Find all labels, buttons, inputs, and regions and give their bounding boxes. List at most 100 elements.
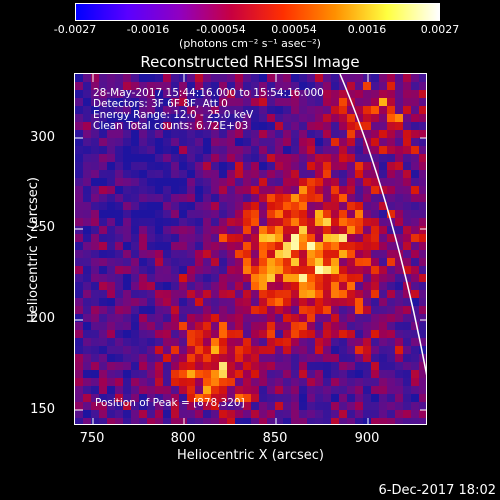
image-pixel [227, 258, 235, 266]
image-pixel [283, 242, 291, 250]
image-pixel [419, 354, 426, 362]
image-pixel [203, 274, 211, 282]
image-pixel [291, 394, 299, 402]
image-pixel [179, 202, 187, 210]
image-pixel [131, 378, 139, 386]
image-pixel [403, 386, 411, 394]
image-pixel [307, 314, 315, 322]
image-pixel [115, 74, 123, 82]
image-pixel [91, 314, 99, 322]
image-pixel [323, 234, 331, 242]
image-pixel [363, 362, 371, 370]
image-pixel [379, 242, 387, 250]
image-pixel [419, 74, 426, 82]
image-pixel [179, 82, 187, 90]
image-pixel [267, 226, 275, 234]
image-pixel [379, 170, 387, 178]
image-pixel [203, 362, 211, 370]
image-pixel [123, 394, 131, 402]
image-pixel [203, 82, 211, 90]
image-pixel [243, 202, 251, 210]
image-pixel [251, 218, 259, 226]
image-pixel [371, 378, 379, 386]
image-pixel [83, 266, 91, 274]
image-pixel [299, 250, 307, 258]
image-pixel [363, 98, 371, 106]
image-pixel [299, 74, 307, 82]
image-pixel [379, 314, 387, 322]
image-pixel [331, 218, 339, 226]
image-pixel [267, 90, 275, 98]
image-pixel [211, 82, 219, 90]
image-pixel [147, 234, 155, 242]
image-pixel [179, 178, 187, 186]
image-pixel [403, 90, 411, 98]
image-pixel [235, 202, 243, 210]
image-pixel [355, 418, 363, 424]
image-pixel [243, 306, 251, 314]
image-pixel [155, 210, 163, 218]
image-pixel [163, 258, 171, 266]
image-pixel [131, 234, 139, 242]
image-pixel [195, 74, 203, 82]
image-pixel [275, 106, 283, 114]
image-pixel [179, 386, 187, 394]
image-pixel [187, 242, 195, 250]
image-pixel [99, 298, 107, 306]
image-pixel [107, 322, 115, 330]
image-pixel [363, 218, 371, 226]
image-pixel [99, 362, 107, 370]
image-pixel [115, 146, 123, 154]
image-pixel [107, 418, 115, 424]
image-pixel [299, 282, 307, 290]
image-pixel [243, 338, 251, 346]
image-pixel [379, 178, 387, 186]
image-pixel [283, 274, 291, 282]
image-pixel [139, 386, 147, 394]
image-pixel [115, 370, 123, 378]
image-pixel [307, 290, 315, 298]
detectors-text: Detectors: 3F 6F 8F, Att 0 [93, 98, 228, 110]
image-pixel [387, 234, 395, 242]
image-pixel [147, 90, 155, 98]
image-pixel [387, 82, 395, 90]
image-pixel [251, 106, 259, 114]
image-pixel [403, 186, 411, 194]
image-pixel [147, 322, 155, 330]
image-pixel [403, 114, 411, 122]
image-pixel [291, 242, 299, 250]
image-pixel [371, 298, 379, 306]
image-pixel [403, 330, 411, 338]
image-pixel [323, 418, 331, 424]
image-pixel [203, 410, 211, 418]
image-pixel [299, 194, 307, 202]
image-pixel [243, 82, 251, 90]
image-pixel [355, 218, 363, 226]
image-pixel [387, 186, 395, 194]
image-pixel [187, 82, 195, 90]
image-pixel [339, 106, 347, 114]
image-pixel [235, 330, 243, 338]
image-pixel [83, 106, 91, 114]
image-pixel [323, 362, 331, 370]
image-pixel [75, 314, 83, 322]
image-pixel [315, 290, 323, 298]
image-pixel [219, 122, 227, 130]
image-pixel [251, 370, 259, 378]
image-pixel [275, 242, 283, 250]
image-pixel [307, 250, 315, 258]
image-pixel [379, 154, 387, 162]
image-pixel [107, 258, 115, 266]
image-pixel [291, 186, 299, 194]
image-pixel [403, 394, 411, 402]
image-pixel [371, 114, 379, 122]
image-pixel [291, 234, 299, 242]
image-pixel [379, 234, 387, 242]
image-pixel [403, 202, 411, 210]
image-pixel [315, 202, 323, 210]
image-pixel [291, 266, 299, 274]
image-pixel [243, 122, 251, 130]
image-pixel [179, 146, 187, 154]
image-pixel [123, 122, 131, 130]
image-pixel [331, 290, 339, 298]
